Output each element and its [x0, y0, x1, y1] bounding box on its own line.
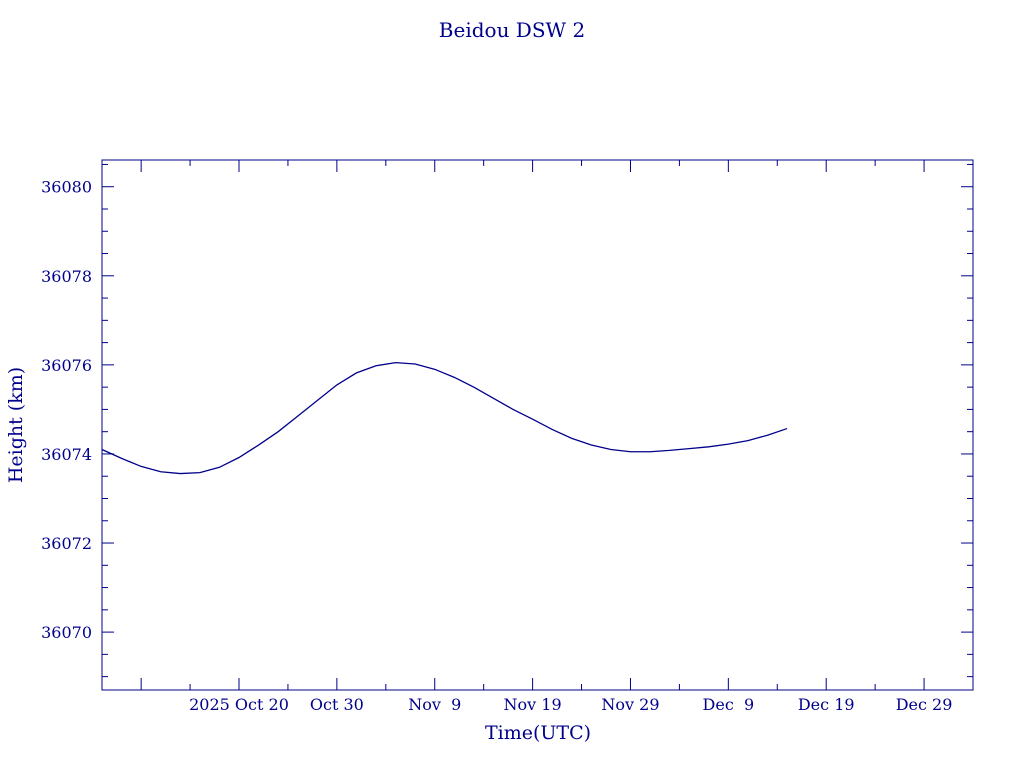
height-series-line [101, 361, 788, 475]
y-axis-label: Height (km) [5, 367, 27, 483]
x-tick-label: Dec 19 [798, 695, 855, 714]
x-tick-label: Nov 29 [601, 695, 659, 714]
x-tick-label: Nov 19 [504, 695, 562, 714]
x-tick-label: 2025 Oct 20 [189, 695, 289, 714]
axis-ticks [102, 160, 974, 690]
x-tick-label: Dec 29 [896, 695, 953, 714]
y-tick-label: 36080 [41, 178, 92, 197]
y-tick-label: 36078 [41, 267, 92, 286]
y-tick-label: 36074 [41, 445, 92, 464]
tick-labels: 2025 Oct 20 Oct 30 Nov 9 Nov 19 Nov 29 Dec 9 D… [41, 178, 952, 714]
y-tick-label: 36072 [41, 534, 92, 553]
y-tick-label: 36070 [41, 623, 92, 642]
chart-title: Beidou DSW 2 [439, 18, 585, 42]
x-tick-label: Dec 9 [703, 695, 755, 714]
x-axis-label: Time(UTC) [485, 722, 591, 744]
plot-frame [101, 159, 974, 691]
x-tick-label: Nov 9 [408, 695, 461, 714]
y-tick-label: 36076 [41, 356, 92, 375]
x-tick-label: Oct 30 [310, 695, 364, 714]
